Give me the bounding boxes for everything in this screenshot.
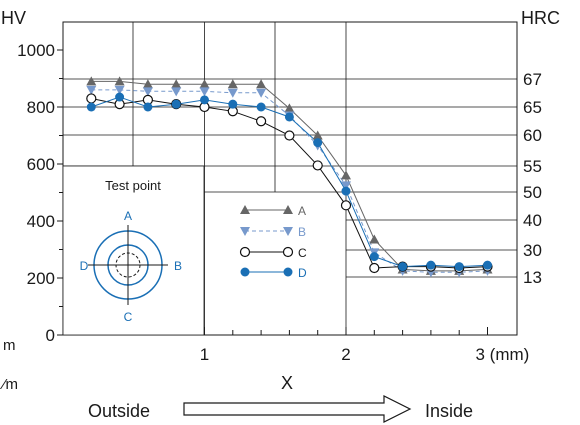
y-left-tick-label: 1000 — [17, 41, 55, 60]
data-point-c — [312, 160, 323, 171]
y-left-tick-label: 0 — [46, 326, 55, 345]
data-point-b — [114, 85, 125, 95]
left-cut-label-bottom: ⁄m — [0, 376, 18, 393]
data-point-a — [284, 103, 295, 113]
data-point-a — [171, 79, 182, 89]
data-point-a — [341, 170, 351, 180]
data-point-a — [312, 130, 323, 140]
inset-label-b: B — [174, 259, 182, 273]
y-left-tick-label: 400 — [27, 212, 55, 231]
data-point-c — [340, 200, 352, 211]
y-right-tick-label: 60 — [523, 126, 542, 145]
series-layer — [86, 76, 493, 278]
data-point-d — [143, 102, 153, 112]
data-point-d — [200, 95, 209, 105]
data-point-d — [313, 138, 323, 148]
data-point-b — [227, 88, 238, 98]
legend-marker-d — [240, 267, 250, 277]
data-point-a — [369, 234, 380, 244]
legend-marker-c — [282, 246, 294, 258]
x-tick-label: 3 (mm) — [476, 345, 530, 364]
legend-label-d: D — [298, 266, 307, 280]
data-point-b — [199, 87, 210, 97]
data-point-d — [171, 99, 181, 109]
y-right-tick-label: 30 — [523, 241, 542, 260]
y-left-tick-label: 200 — [27, 269, 55, 288]
data-point-d — [341, 186, 351, 196]
legend-marker-c — [239, 246, 251, 258]
data-point-b — [142, 87, 153, 97]
y-right-tick-label: 50 — [523, 183, 542, 202]
y-left-axis-label: HV — [1, 8, 26, 28]
inset-layer: Test point A B C D — [62, 165, 205, 336]
data-point-a — [114, 76, 125, 86]
data-point-a — [199, 79, 210, 89]
inset-label-d: D — [80, 259, 89, 273]
data-point-c — [86, 93, 97, 104]
outside-label: Outside — [88, 401, 150, 421]
data-point-d — [115, 92, 125, 102]
inset-label-a: A — [124, 209, 132, 223]
y-left-tick-label: 800 — [27, 98, 55, 117]
data-point-a — [227, 79, 238, 89]
data-point-d — [398, 262, 408, 272]
data-point-c — [256, 116, 267, 127]
data-point-d — [426, 260, 436, 270]
x-tick-label: 1 — [200, 345, 209, 364]
legend-label-b: B — [298, 225, 306, 239]
label-layer: 0 200 400 600 800 1000 67 65 60 55 50 40 30 13 1 2 3 (mm… — [17, 41, 542, 364]
data-point-c — [284, 130, 295, 141]
data-point-b — [86, 85, 97, 95]
data-point-b — [171, 87, 182, 97]
y-right-tick-label: 40 — [523, 211, 542, 230]
data-point-d — [228, 99, 238, 109]
data-point-c — [369, 262, 380, 274]
y-right-tick-label: 13 — [523, 268, 542, 287]
x-axis-label: X — [281, 373, 293, 393]
legend-marker-b — [283, 227, 293, 236]
data-point-d — [483, 260, 492, 270]
inside-label: Inside — [425, 401, 473, 421]
legend-marker-a — [240, 205, 250, 214]
left-cut-label-top: m — [3, 337, 16, 354]
y-right-tick-label: 65 — [523, 98, 542, 117]
data-point-b — [256, 88, 267, 98]
legend-label-c: C — [298, 246, 307, 260]
x-tick-label: 2 — [341, 345, 350, 364]
y-left-tick-label: 600 — [27, 155, 55, 174]
data-point-a — [86, 76, 97, 86]
data-point-a — [142, 79, 153, 89]
legend-marker-d — [283, 267, 293, 277]
y-right-tick-label: 67 — [523, 70, 542, 89]
data-point-d — [86, 102, 96, 112]
y-right-tick-label: 55 — [523, 157, 542, 176]
inset-label-c: C — [124, 310, 133, 324]
data-point-d — [284, 112, 294, 122]
data-point-a — [256, 79, 267, 89]
data-point-d — [256, 102, 266, 112]
legend-label-a: A — [298, 204, 306, 218]
data-point-d — [369, 252, 379, 262]
direction-arrow-icon — [183, 395, 412, 423]
y-right-axis-label: HRC — [521, 8, 560, 28]
data-point-d — [454, 262, 464, 272]
test-point-inset — [62, 165, 205, 336]
legend-marker-a — [283, 205, 293, 214]
data-point-b — [341, 181, 351, 191]
legend-marker-b — [240, 227, 250, 236]
inset-title: Test point — [105, 178, 161, 193]
